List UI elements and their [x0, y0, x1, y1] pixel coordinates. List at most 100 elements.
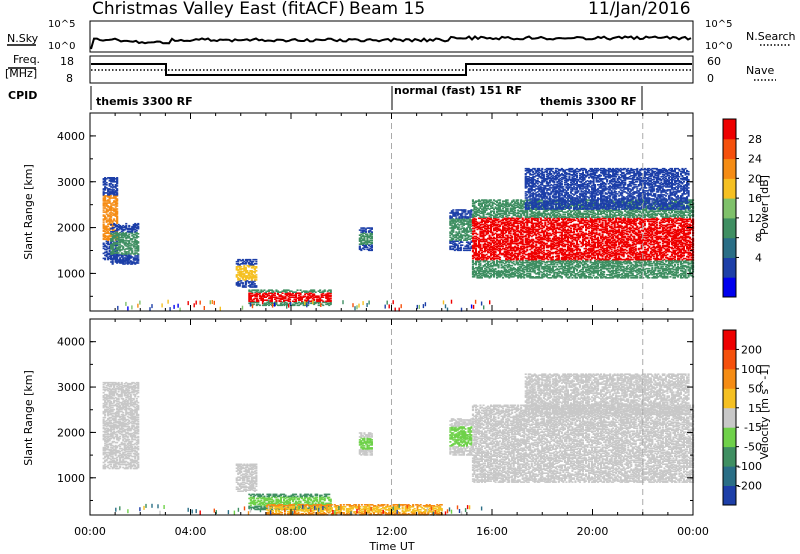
scatter-cell [261, 297, 264, 299]
scatter-cell [255, 292, 258, 294]
scatter-cell [506, 199, 509, 201]
scatter-cell [512, 214, 515, 217]
scatter-cell [107, 253, 110, 256]
scatter-cell [500, 216, 503, 219]
scatter-cell [108, 194, 111, 196]
scatter-cell [449, 212, 452, 214]
scatter-cell [237, 263, 240, 265]
scatter-cell [490, 246, 493, 249]
scatter-cell [246, 258, 249, 261]
scatter-cell [459, 236, 462, 238]
scatter-cell [506, 236, 509, 239]
scatter-cell [107, 247, 110, 250]
scatter-cell [302, 302, 305, 305]
freq-label: Freq. [13, 53, 40, 66]
scatter-cell [511, 269, 514, 272]
scatter-cell [485, 245, 488, 248]
scatter-cell [281, 295, 284, 297]
scatter-cell [470, 237, 473, 239]
scatter-cell [496, 223, 499, 226]
scatter-cell [107, 242, 110, 245]
scatter-cell [240, 280, 243, 282]
scatter-cell [520, 209, 523, 211]
scatter-cell [295, 295, 298, 297]
scatter-cell [113, 195, 116, 197]
scatter-cell [120, 261, 123, 263]
scatter-cell [105, 240, 108, 243]
scatter-cell [487, 224, 490, 227]
scatter-cell [452, 220, 455, 222]
scatter-cell [541, 222, 544, 225]
scatter-cell [509, 229, 512, 232]
scatter-cell [471, 236, 474, 239]
scatter-cell [323, 290, 326, 292]
scatter-cell [278, 299, 281, 301]
scatter-cell [276, 297, 279, 299]
scatter-cell [523, 200, 526, 202]
scatter-cell [503, 273, 506, 275]
scatter-cell [358, 229, 361, 231]
scatter-cell [243, 267, 246, 269]
scatter-cell [459, 239, 462, 241]
scatter-cell [114, 195, 117, 197]
scatter-cell [517, 268, 520, 271]
scatter-cell [506, 266, 509, 269]
scatter-cell [497, 265, 500, 268]
scatter-cell [131, 251, 134, 253]
scatter-cell [107, 220, 110, 222]
scatter-cell [107, 188, 110, 190]
scatter-cell [244, 276, 247, 278]
scatter-cell [108, 212, 111, 214]
scatter-cell [523, 235, 526, 238]
scatter-cell [137, 225, 140, 228]
scatter-cell [477, 269, 480, 272]
scatter-cell [110, 192, 113, 194]
scatter-cell [107, 236, 110, 239]
scatter-cell [111, 223, 114, 225]
scatter-cell [488, 249, 491, 252]
scatter-cell [260, 298, 263, 300]
scatter-cell [500, 253, 503, 256]
scatter-cell [502, 215, 505, 218]
scatter-cell [132, 224, 135, 227]
scatter-cell [512, 199, 515, 201]
scatter-cell [494, 273, 497, 275]
scatter-cell [360, 227, 363, 229]
scatter-cell [473, 214, 476, 217]
scatter-cell [107, 199, 110, 201]
scatter-cell [126, 244, 129, 246]
scatter-cell [508, 268, 511, 271]
scatter-cell [479, 267, 482, 270]
scatter-cell [113, 244, 116, 246]
scatter-cell [114, 236, 117, 238]
scatter-cell [517, 269, 520, 272]
scatter-cell [452, 229, 455, 231]
scatter-cell [119, 257, 122, 259]
scatter-cell [110, 189, 113, 191]
scatter-cell [480, 219, 483, 222]
scatter-cell [461, 209, 464, 211]
scatter-cell [102, 191, 105, 193]
scatter-cell [505, 261, 508, 264]
scatter-cell [102, 235, 105, 238]
scatter-cell [308, 296, 311, 298]
scatter-cell [496, 219, 499, 222]
scatter-cell [244, 270, 247, 272]
scatter-cell [111, 249, 114, 251]
scatter-cell [524, 238, 527, 241]
scatter-cell [520, 223, 523, 226]
scatter-cell [360, 233, 363, 235]
scatter-cell [450, 245, 453, 248]
scatter-cell [511, 209, 514, 211]
scatter-cell [484, 207, 487, 209]
scatter-cell [515, 243, 518, 246]
scatter-cell [571, 247, 574, 250]
scatter-cell [526, 266, 529, 269]
scatter-cell [517, 206, 520, 208]
scatter-cell [506, 221, 509, 224]
scatter-cell [114, 256, 117, 258]
scatter-cell [238, 258, 241, 261]
scatter-cell [364, 243, 367, 245]
scatter-cell [105, 200, 108, 202]
scatter-cell [453, 249, 456, 252]
